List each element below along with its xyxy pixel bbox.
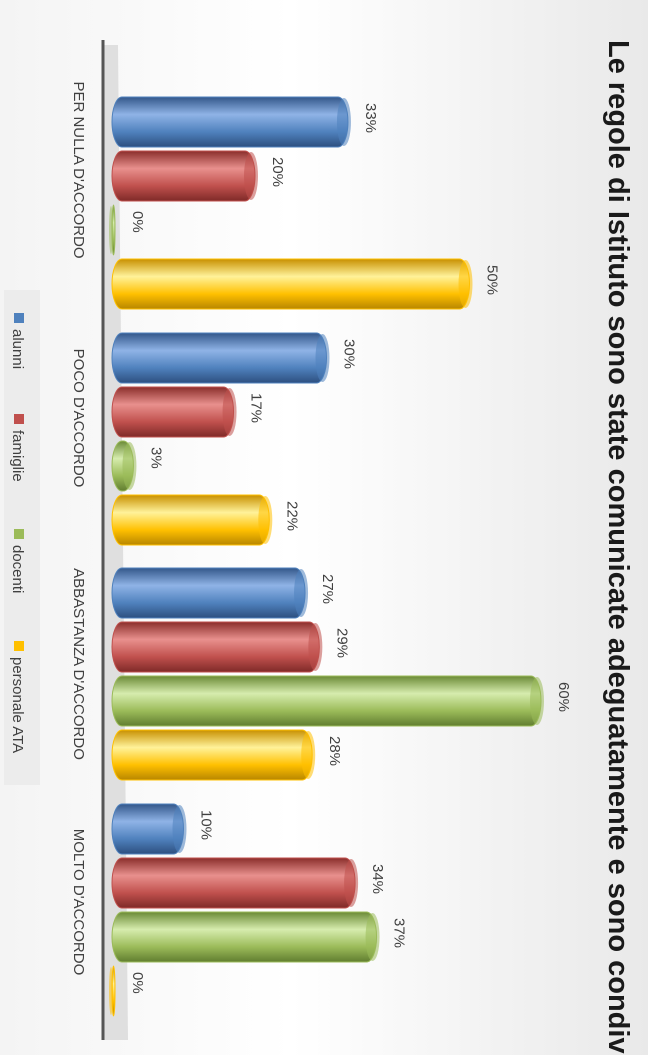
bar-cap <box>109 206 113 254</box>
bar-docenti <box>111 675 542 727</box>
category-label: MOLTO D'ACCORDO <box>70 829 87 975</box>
legend-entry: alunni <box>9 329 26 369</box>
data-label: 29% <box>333 628 350 658</box>
bar-alunni <box>111 332 327 384</box>
data-label: 37% <box>391 918 408 948</box>
legend-swatch <box>14 641 24 651</box>
bar-cap <box>109 967 113 1015</box>
bar-cap <box>315 334 330 382</box>
category-label: ABBASTANZA D'ACCORDO <box>70 568 87 760</box>
data-label: 27% <box>319 574 336 604</box>
data-label: 17% <box>248 393 265 423</box>
bar-cap <box>301 731 316 779</box>
bar-cap <box>172 805 187 853</box>
data-label: 60% <box>555 682 572 712</box>
bar-personale-ATA <box>111 494 270 546</box>
data-label: 3% <box>147 447 164 469</box>
bar-cap <box>122 442 137 490</box>
bar-personale-ATA <box>111 258 470 310</box>
legend-entry: docenti <box>9 545 26 593</box>
data-label: 0% <box>129 211 146 233</box>
data-label: 20% <box>269 157 286 187</box>
bar-cap <box>458 260 473 308</box>
bar-cap <box>244 152 258 200</box>
data-label: 34% <box>369 864 386 894</box>
legend-entry: personale ATA <box>9 657 26 753</box>
chart-title: Le regole di Istituto sono state comunic… <box>602 40 634 1055</box>
legend-entry: famiglie <box>9 430 26 482</box>
data-label: 30% <box>341 339 358 369</box>
bar-famiglie <box>111 150 256 202</box>
bar-cap <box>294 569 309 617</box>
data-label: 22% <box>283 501 300 531</box>
bar-famiglie <box>111 386 235 438</box>
category-label: PER NULLA D'ACCORDO <box>70 81 87 258</box>
category-label: POCO D'ACCORDO <box>70 349 87 488</box>
bar-cap <box>530 677 544 725</box>
bar-famiglie <box>111 621 320 673</box>
bar-cap <box>258 496 273 544</box>
bar-cap <box>365 913 380 961</box>
bar-cap <box>344 859 359 907</box>
bar-alunni <box>111 567 306 619</box>
data-label: 10% <box>198 810 215 840</box>
data-label: 33% <box>362 103 379 133</box>
bar-docenti <box>111 911 378 963</box>
bar-alunni <box>111 96 349 148</box>
chart-floor <box>103 45 128 1040</box>
bar-famiglie <box>111 857 356 909</box>
bar-cap <box>336 98 351 146</box>
data-label: 28% <box>326 736 343 766</box>
bar-personale-ATA <box>111 729 313 781</box>
bar-cap <box>222 388 237 436</box>
legend-swatch <box>14 313 24 323</box>
legend-swatch <box>14 529 24 539</box>
bar-cap <box>308 623 323 671</box>
legend-swatch <box>14 414 24 424</box>
data-label: 50% <box>484 265 501 295</box>
data-label: 0% <box>129 972 146 994</box>
legend: alunni famiglie docenti personale ATA <box>9 313 26 753</box>
